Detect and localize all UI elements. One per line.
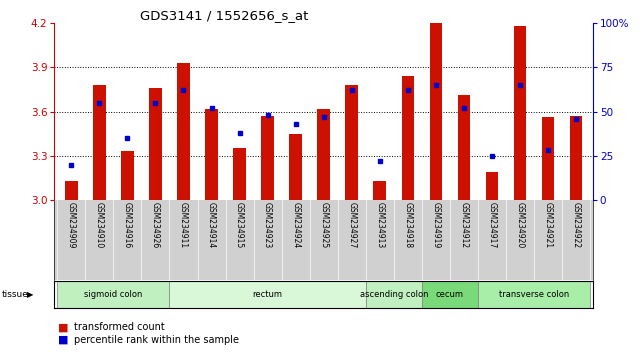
Text: cecum: cecum	[436, 290, 464, 299]
Bar	[317, 109, 330, 200]
Bar	[262, 116, 274, 200]
Text: ▶: ▶	[27, 290, 33, 299]
Text: GSM234916: GSM234916	[123, 202, 132, 249]
Bar	[542, 118, 554, 200]
Bar	[429, 23, 442, 200]
Text: GSM234919: GSM234919	[431, 202, 440, 249]
Bar	[93, 85, 106, 200]
Bar	[233, 148, 246, 200]
Text: GSM234926: GSM234926	[151, 202, 160, 249]
Bar	[401, 76, 414, 200]
Text: GSM234912: GSM234912	[460, 202, 469, 249]
Text: GSM234924: GSM234924	[291, 202, 300, 249]
Bar	[177, 63, 190, 200]
Text: ■: ■	[58, 322, 68, 332]
Text: ■: ■	[58, 335, 68, 345]
Text: GSM234909: GSM234909	[67, 202, 76, 249]
Bar	[486, 172, 498, 200]
Text: rectum: rectum	[253, 290, 283, 299]
Bar	[458, 95, 470, 200]
Text: GSM234922: GSM234922	[572, 202, 581, 249]
Bar	[366, 281, 422, 308]
Bar	[570, 116, 583, 200]
Text: GSM234910: GSM234910	[95, 202, 104, 249]
Text: GSM234918: GSM234918	[403, 202, 412, 249]
Bar	[422, 281, 478, 308]
Bar	[478, 281, 590, 308]
Text: GSM234914: GSM234914	[207, 202, 216, 249]
Text: tissue: tissue	[1, 290, 28, 299]
Text: GSM234915: GSM234915	[235, 202, 244, 249]
Bar	[289, 133, 302, 200]
Text: GSM234913: GSM234913	[375, 202, 385, 249]
Text: percentile rank within the sample: percentile rank within the sample	[74, 335, 238, 345]
Text: GSM234925: GSM234925	[319, 202, 328, 249]
Text: sigmoid colon: sigmoid colon	[84, 290, 142, 299]
Text: transverse colon: transverse colon	[499, 290, 569, 299]
Text: GSM234911: GSM234911	[179, 202, 188, 249]
Text: transformed count: transformed count	[74, 322, 165, 332]
Text: GSM234917: GSM234917	[487, 202, 497, 249]
Bar	[57, 281, 169, 308]
Text: GSM234923: GSM234923	[263, 202, 272, 249]
Text: GSM234921: GSM234921	[544, 202, 553, 249]
Text: GSM234927: GSM234927	[347, 202, 356, 249]
Text: GSM234920: GSM234920	[515, 202, 524, 249]
Bar	[65, 181, 78, 200]
Bar	[149, 88, 162, 200]
Bar	[169, 281, 366, 308]
Text: GDS3141 / 1552656_s_at: GDS3141 / 1552656_s_at	[140, 9, 308, 22]
Bar	[121, 152, 134, 200]
Bar	[513, 26, 526, 200]
Bar	[205, 109, 218, 200]
Text: ascending colon: ascending colon	[360, 290, 428, 299]
Bar	[345, 85, 358, 200]
Bar	[374, 181, 386, 200]
